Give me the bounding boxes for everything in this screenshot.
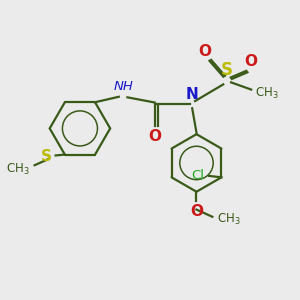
Text: O: O — [245, 54, 258, 69]
Text: O: O — [148, 129, 161, 144]
Text: N: N — [186, 87, 199, 102]
Text: NH: NH — [113, 80, 133, 93]
Text: Cl: Cl — [191, 169, 204, 182]
Text: CH$_3$: CH$_3$ — [6, 162, 30, 177]
Text: CH$_3$: CH$_3$ — [256, 86, 279, 101]
Text: S: S — [221, 61, 233, 79]
Text: S: S — [40, 148, 52, 164]
Text: O: O — [199, 44, 212, 59]
Text: CH$_3$: CH$_3$ — [217, 212, 240, 227]
Text: O: O — [190, 204, 203, 219]
